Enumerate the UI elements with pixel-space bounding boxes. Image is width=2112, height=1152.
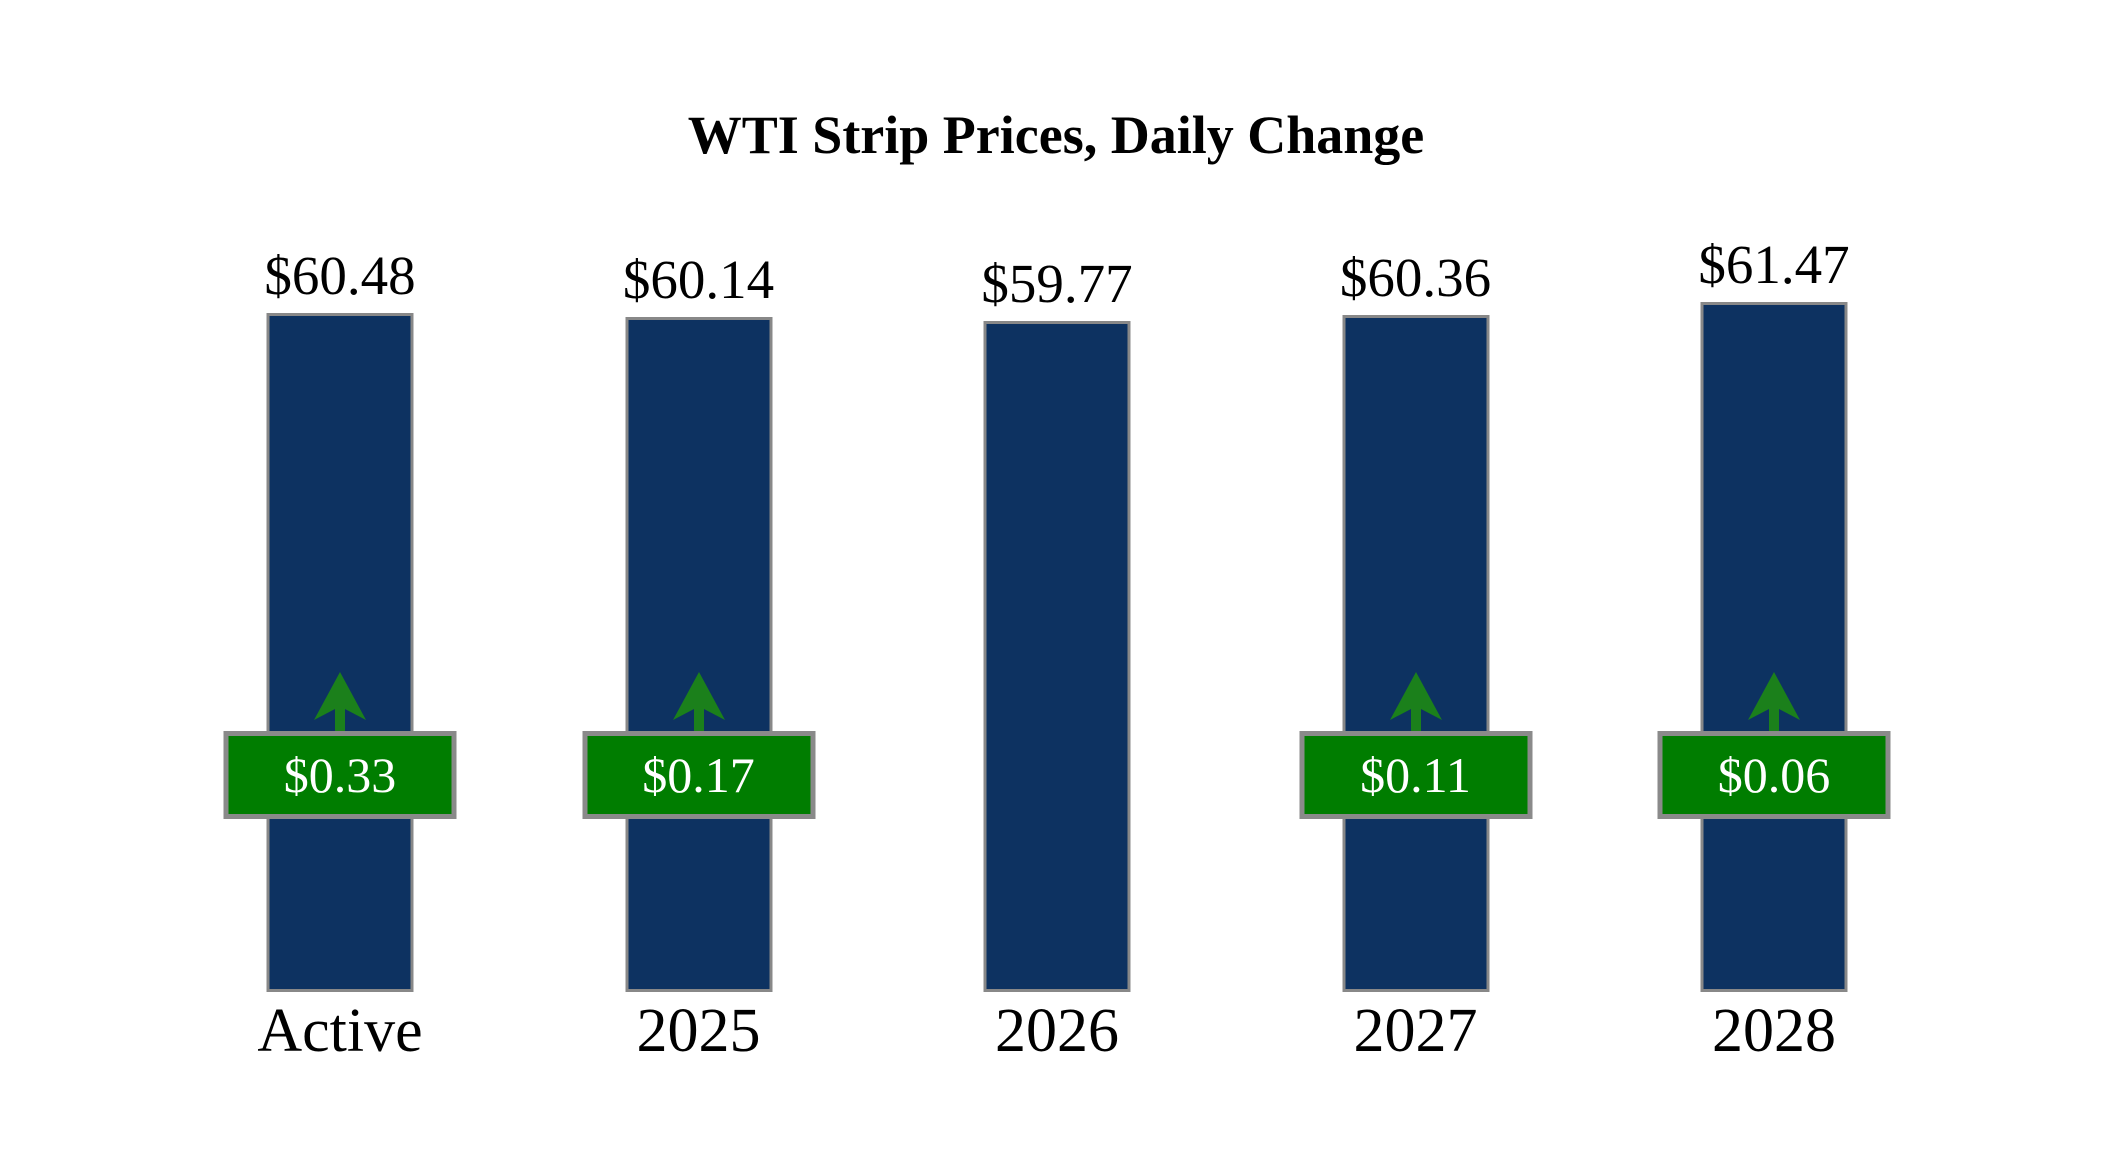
change-badge: $0.11 bbox=[1299, 731, 1532, 819]
bar-2026 bbox=[983, 321, 1131, 992]
price-label: $59.77 bbox=[981, 253, 1133, 314]
change-value: $0.17 bbox=[642, 747, 755, 803]
chart-title: WTI Strip Prices, Daily Change bbox=[687, 105, 1425, 165]
change-badge: $0.17 bbox=[582, 731, 815, 819]
bar-2025 bbox=[625, 317, 772, 992]
up-arrow-icon bbox=[672, 672, 725, 732]
bar-2028 bbox=[1700, 302, 1848, 992]
price-label: $60.36 bbox=[1339, 247, 1492, 308]
price-label: $61.47 bbox=[1698, 234, 1850, 295]
change-badge: $0.06 bbox=[1657, 731, 1891, 819]
category-label: 2025 bbox=[636, 997, 761, 1065]
category-label: 2026 bbox=[995, 997, 1119, 1065]
price-label: $60.48 bbox=[264, 245, 416, 306]
up-arrow-icon bbox=[1389, 672, 1442, 732]
change-value: $0.06 bbox=[1717, 747, 1831, 803]
price-label: $60.14 bbox=[622, 249, 775, 310]
bar-active bbox=[266, 313, 414, 992]
up-arrow-icon bbox=[1748, 672, 1800, 732]
category-label: 2027 bbox=[1353, 997, 1478, 1065]
change-value: $0.11 bbox=[1360, 747, 1471, 803]
change-value: $0.33 bbox=[283, 747, 397, 803]
category-label: Active bbox=[257, 997, 423, 1065]
bar-2027 bbox=[1342, 315, 1489, 992]
up-arrow-icon bbox=[314, 672, 366, 732]
change-badge: $0.33 bbox=[223, 731, 457, 819]
category-label: 2028 bbox=[1712, 997, 1836, 1065]
